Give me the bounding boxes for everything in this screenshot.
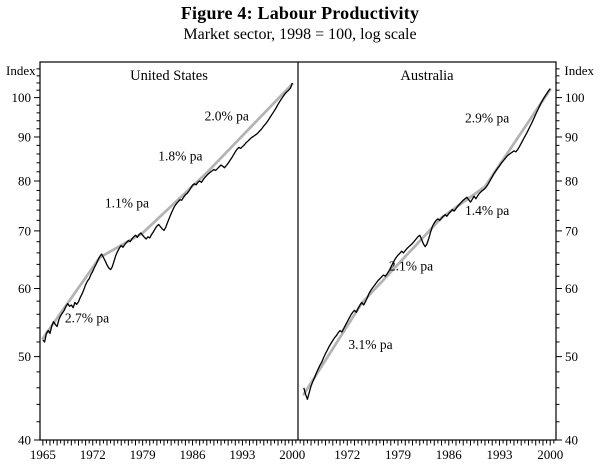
- y-tick-label-right: 50: [565, 349, 578, 364]
- x-tick-label: 2000: [537, 447, 563, 462]
- growth-annotation: 2.1% pa: [389, 258, 433, 273]
- growth-annotation: 1.4% pa: [465, 203, 509, 218]
- y-tick-label-left: 90: [18, 129, 31, 144]
- x-tick-label: 1986: [180, 447, 207, 462]
- panel-title-australia: Australia: [400, 68, 454, 84]
- growth-annotation: 1.8% pa: [158, 149, 202, 164]
- growth-annotation: 2.0% pa: [205, 109, 249, 124]
- y-tick-label-left: 70: [18, 223, 31, 238]
- figure-subtitle: Market sector, 1998 = 100, log scale: [183, 26, 417, 43]
- trend-line-united-states: [141, 171, 209, 235]
- growth-annotation: 1.1% pa: [105, 196, 149, 211]
- x-tick-label: 2000: [279, 447, 305, 462]
- growth-annotation: 2.7% pa: [65, 310, 109, 325]
- figure-title: Figure 4: Labour Productivity: [180, 3, 420, 23]
- growth-annotation: 3.1% pa: [348, 337, 392, 352]
- x-tick-label: 1972: [334, 447, 360, 462]
- y-tick-label-left: 50: [18, 349, 31, 364]
- y-tick-label-right: 100: [565, 90, 585, 105]
- trend-line-united-states: [205, 82, 294, 175]
- y-tick-label-right: 40: [565, 433, 578, 448]
- series-line-united-states: [42, 82, 293, 343]
- y-tick-label-right: 70: [565, 223, 578, 238]
- y-tick-label-left: 100: [12, 90, 32, 105]
- y-tick-label-right: 80: [565, 173, 578, 188]
- trend-line-australia: [440, 185, 487, 220]
- x-tick-label: 1993: [229, 447, 255, 462]
- y-major-ticks: 40 40 50 50 60 60 70 70 80 80 90 90 100 100: [12, 90, 585, 447]
- panel-united-states: United States 1965 1972 1979 1986 1993 2000 2.7…: [30, 68, 305, 462]
- index-label-right: Index: [564, 63, 594, 78]
- x-tick-label: 1972: [80, 447, 106, 462]
- x-tick-label: 1965: [30, 447, 56, 462]
- y-tick-label-right: 60: [565, 281, 578, 296]
- index-label-left: Index: [6, 63, 36, 78]
- series-line-australia: [303, 88, 551, 400]
- x-tick-label: 1986: [436, 447, 463, 462]
- x-tick-label: 1979: [385, 447, 411, 462]
- growth-annotation: 2.9% pa: [465, 111, 509, 126]
- x-ticks: [42, 440, 297, 446]
- y-tick-label-left: 40: [18, 433, 31, 448]
- x-ticks: [299, 440, 555, 446]
- y-tick-label-right: 90: [565, 129, 578, 144]
- panel-australia: Australia 1972 1979 1986 1993 2000 3.1% pa 2.1%…: [299, 68, 563, 462]
- panel-title-united-states: United States: [130, 68, 208, 84]
- x-tick-label: 1993: [486, 447, 512, 462]
- y-tick-label-left: 80: [18, 173, 31, 188]
- trend-line-australia: [360, 216, 443, 305]
- y-tick-label-left: 60: [18, 281, 31, 296]
- x-tick-label: 1979: [130, 447, 156, 462]
